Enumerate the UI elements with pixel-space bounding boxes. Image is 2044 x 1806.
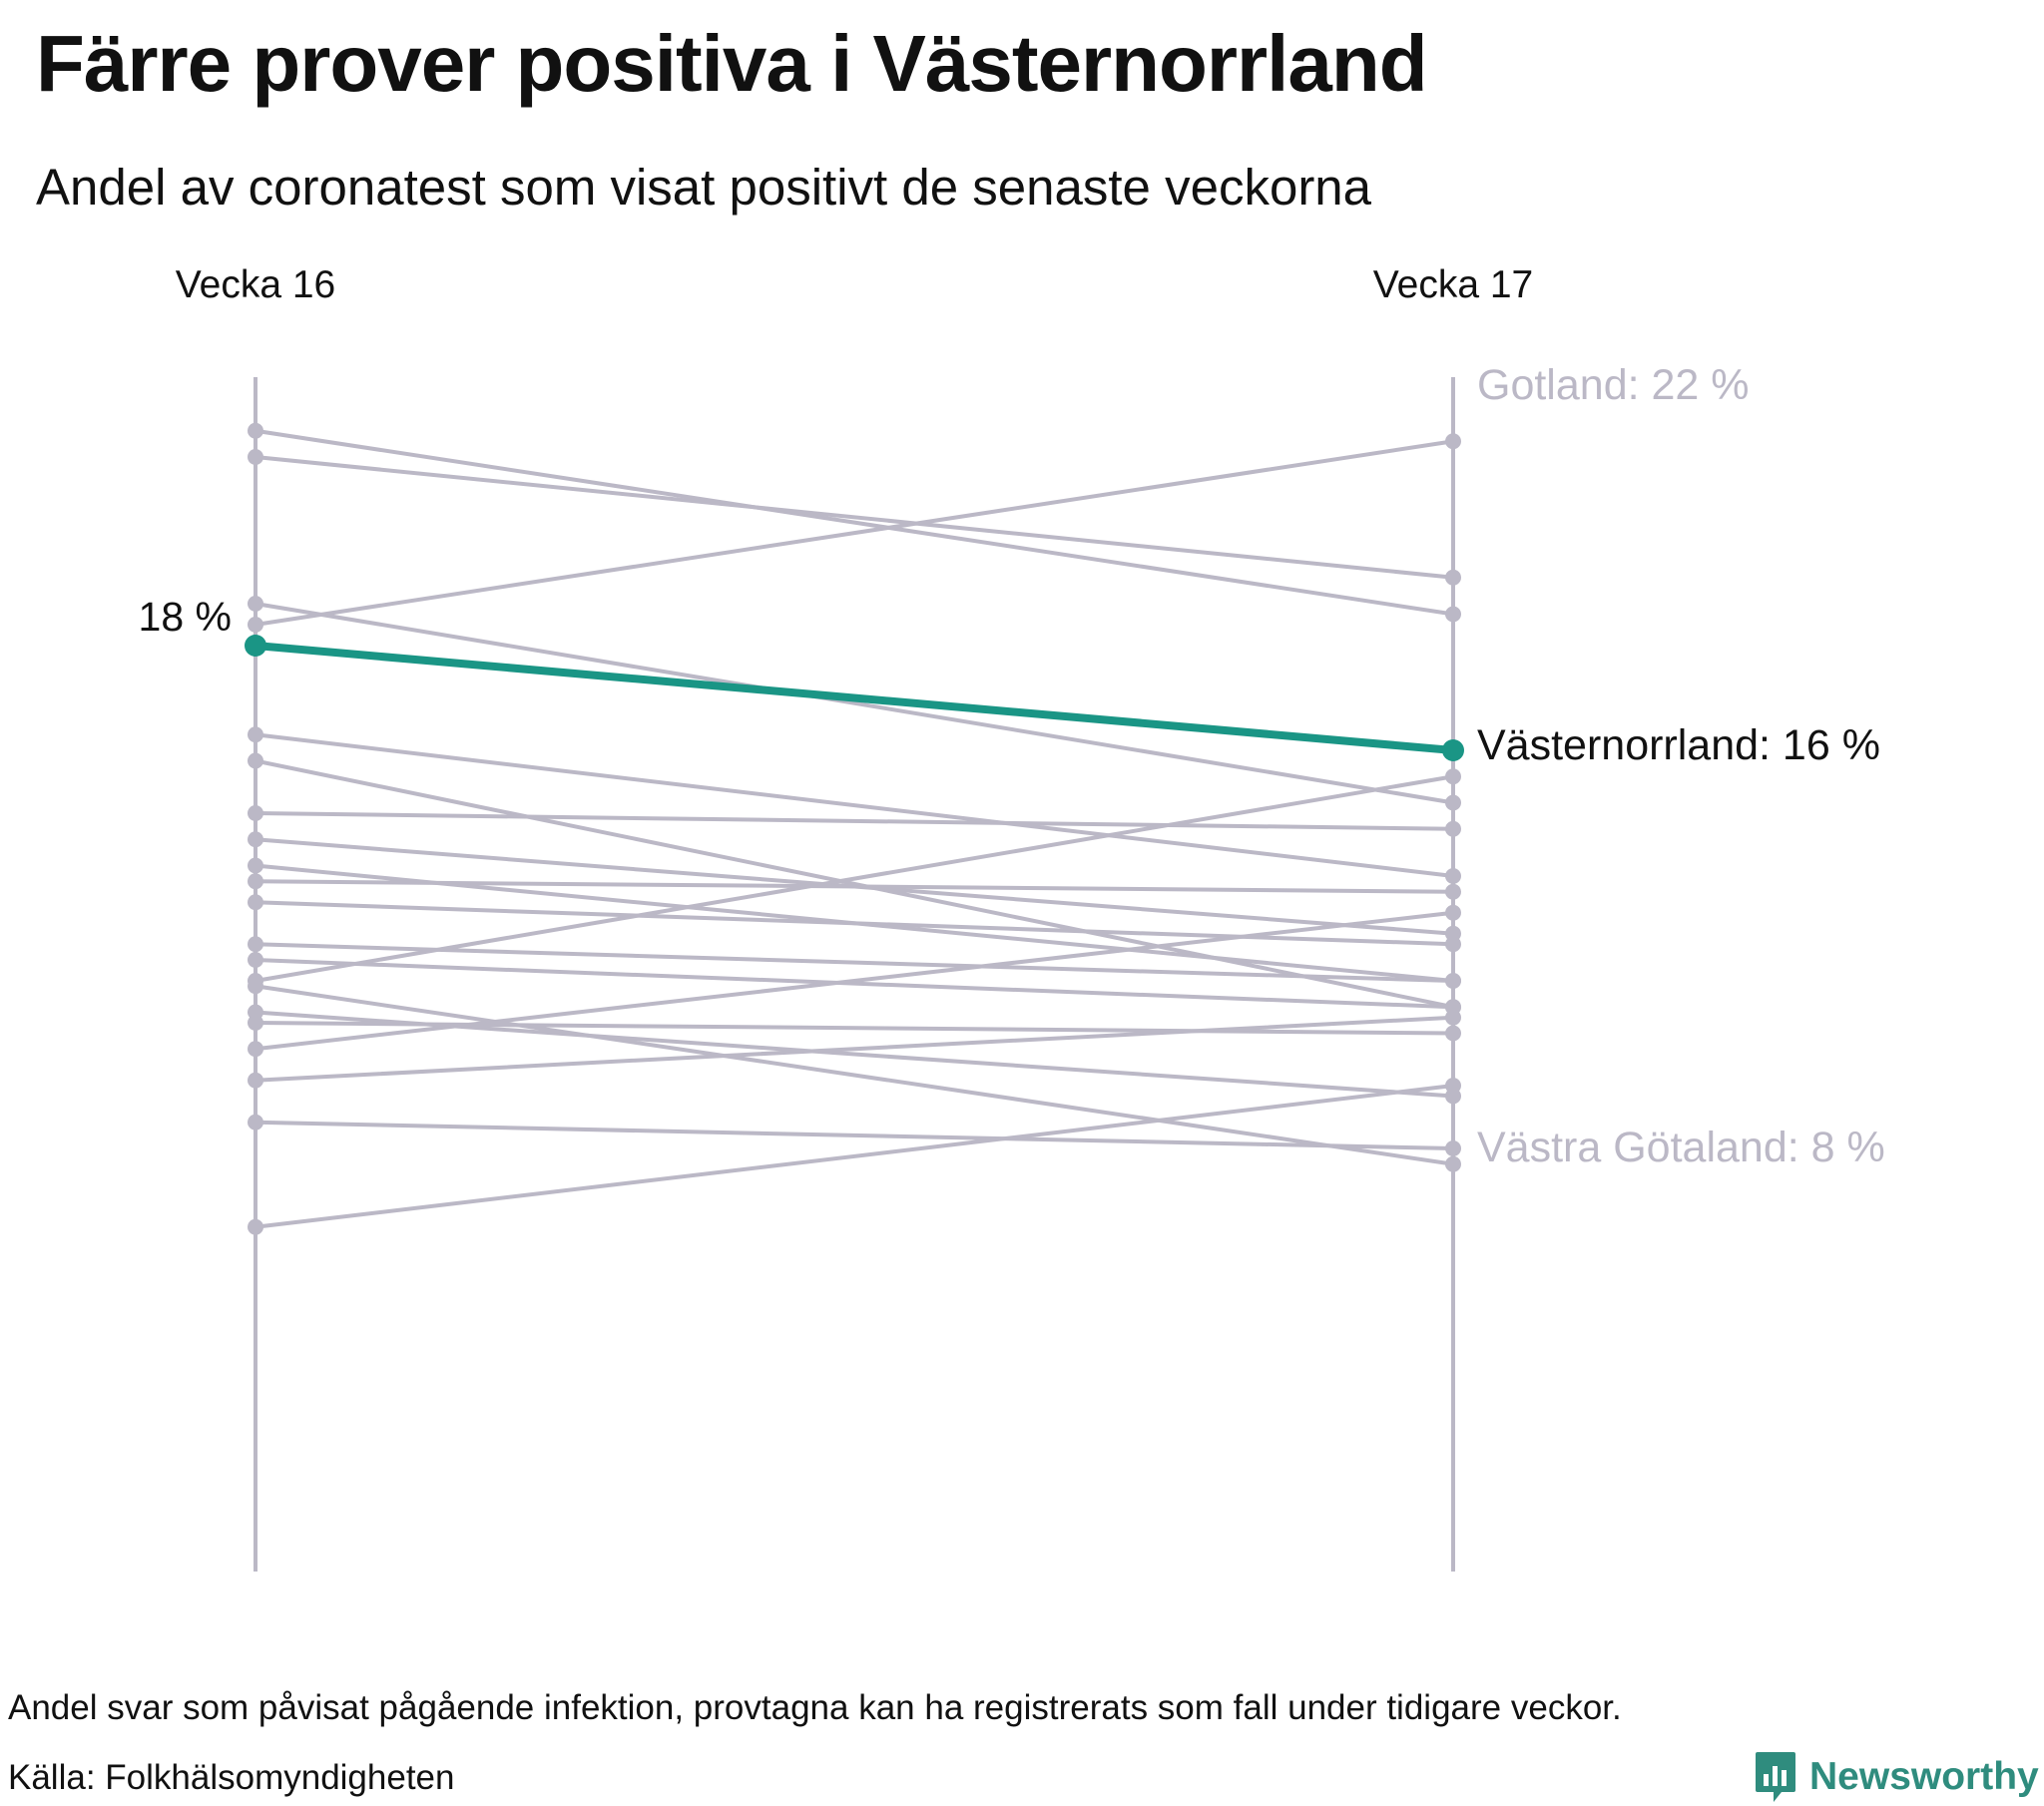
series-line-19	[254, 1084, 1455, 1229]
series-line-2	[254, 455, 1455, 580]
series-point-17-vecka-16	[248, 1072, 263, 1089]
series-point-7-vecka-16	[248, 805, 263, 821]
chart-title: Färre prover positiva i Västernorrland	[36, 19, 1428, 108]
series-layer	[248, 422, 1461, 1235]
series-point-16-vecka-17	[1445, 904, 1461, 921]
series-line-17	[254, 1015, 1455, 1083]
series-line-6	[254, 758, 1455, 1010]
series-line-5	[254, 732, 1455, 878]
series-point-4-vecka-17	[1445, 794, 1461, 811]
newsworthy-logo-icon	[1756, 1752, 1795, 1802]
x-label-vecka-17: Vecka 17	[1373, 263, 1533, 306]
highlight-end-label: Västernorrland: 16 %	[1477, 721, 1880, 769]
series-point-9-vecka-17	[1445, 883, 1461, 900]
series-point-13-vecka-17	[1445, 768, 1461, 785]
series-point-10-vecka-17	[1445, 936, 1461, 953]
series-point-20-vecka-17	[1445, 1155, 1461, 1172]
slope-chart: Vecka 16 Vecka 17 18 % Västernorrland: 1…	[139, 263, 1885, 1572]
series-point-12-vecka-16	[248, 952, 263, 968]
series-point-19-vecka-17	[1445, 1078, 1461, 1094]
series-point-3-vecka-16	[248, 617, 263, 633]
series-line-20	[254, 984, 1455, 1166]
brand-name: Newsworthy	[1809, 1755, 2039, 1798]
series-point-9-vecka-16	[248, 873, 263, 890]
series-point-17-vecka-17	[1445, 1009, 1461, 1026]
series-line-1	[254, 428, 1455, 617]
highlight-start-label: 18 %	[139, 594, 232, 640]
highlight-point-vecka-17	[1442, 739, 1464, 761]
series-point-10-vecka-16	[248, 894, 263, 911]
series-line-21	[254, 863, 1455, 983]
series-point-21-vecka-17	[1445, 973, 1461, 989]
series-line-7	[254, 811, 1455, 831]
series-point-15-vecka-17	[1445, 1025, 1461, 1042]
series-point-20-vecka-16	[248, 978, 263, 995]
series-line-13	[254, 774, 1455, 983]
highlight-layer	[245, 635, 1464, 761]
series-point-18-vecka-17	[1445, 1140, 1461, 1156]
series-point-7-vecka-17	[1445, 820, 1461, 837]
series-point-4-vecka-16	[248, 596, 263, 612]
highlight-point-vecka-16	[245, 635, 266, 657]
series-point-5-vecka-17	[1445, 868, 1461, 884]
series-line-4	[254, 602, 1455, 805]
series-point-3-vecka-17	[1445, 433, 1461, 450]
series-point-16-vecka-16	[248, 1041, 263, 1058]
series-point-8-vecka-16	[248, 831, 263, 848]
source-credit: Källa: Folkhälsomyndigheten	[8, 1758, 455, 1797]
series-point-2-vecka-16	[248, 449, 263, 465]
series-line-3	[254, 439, 1455, 627]
series-point-18-vecka-16	[248, 1114, 263, 1130]
footnote: Andel svar som påvisat pågående infektio…	[8, 1688, 1622, 1727]
series-point-11-vecka-16	[248, 936, 263, 953]
series-line-12	[254, 958, 1455, 1010]
series-point-1-vecka-16	[248, 422, 263, 439]
series-point-21-vecka-16	[248, 857, 263, 874]
series-line-11	[254, 942, 1455, 983]
series-line-18	[254, 1120, 1455, 1150]
series-point-6-vecka-16	[248, 752, 263, 769]
highlight-line-vasternorrland	[252, 642, 1457, 754]
brand-logo: Newsworthy	[1754, 1748, 2039, 1806]
series-point-2-vecka-17	[1445, 569, 1461, 586]
series-point-5-vecka-16	[248, 726, 263, 743]
series-point-1-vecka-17	[1445, 606, 1461, 623]
series-point-15-vecka-16	[248, 1015, 263, 1031]
series-point-19-vecka-16	[248, 1218, 263, 1235]
chart-subtitle: Andel av coronatest som visat positivt d…	[36, 159, 1372, 216]
end-label-gotland: Gotland: 22 %	[1477, 361, 1750, 409]
end-label-vastra-gotaland: Västra Götaland: 8 %	[1477, 1124, 1885, 1171]
x-label-vecka-16: Vecka 16	[176, 263, 335, 306]
series-line-16	[254, 910, 1455, 1052]
